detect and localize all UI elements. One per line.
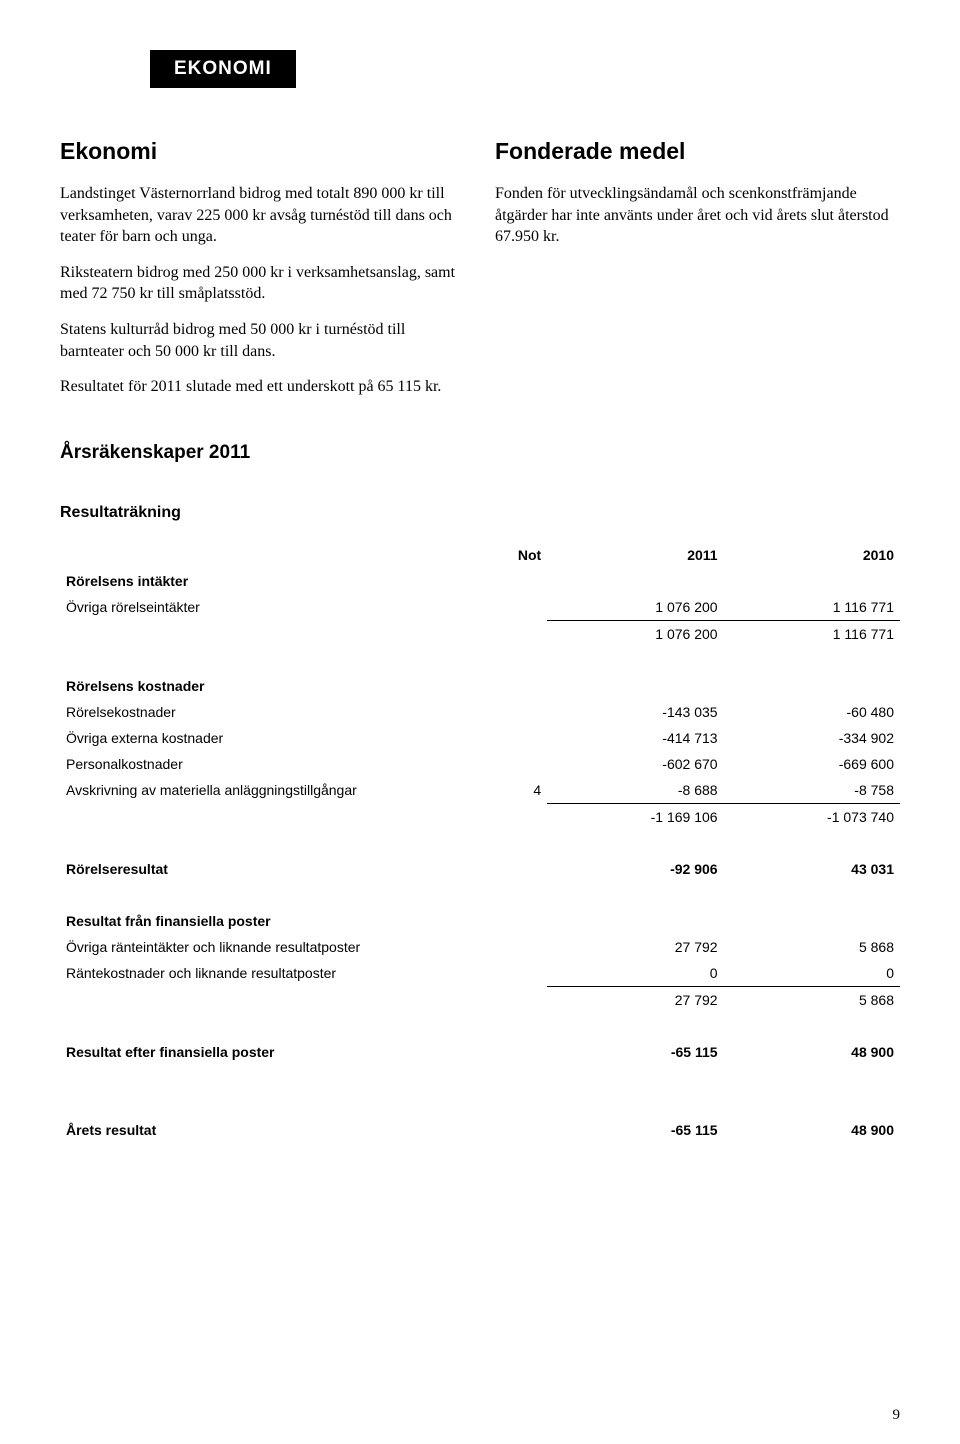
row-y1: -414 713 [547,725,723,751]
financial-header-row: Resultat från finansiella poster [60,908,900,934]
row-y1: -143 035 [547,699,723,725]
intro-right-column: Fonderade medel Fonden för utvecklingsän… [495,138,900,412]
row-y1: 1 076 200 [547,594,723,621]
intro-paragraph-2: Riksteatern bidrog med 250 000 kr i verk… [60,262,465,305]
row-y2: -60 480 [724,699,900,725]
row-y2: 48 900 [724,1039,900,1065]
row-y1: -92 906 [547,856,723,882]
sum-y2: -1 073 740 [724,803,900,830]
page-number: 9 [893,1407,901,1424]
intro-columns: Ekonomi Landstinget Västernorrland bidro… [60,138,900,412]
row-not: 4 [463,777,547,804]
table-row: Övriga ränteintäkter och liknande result… [60,934,900,960]
row-y2: 43 031 [724,856,900,882]
col-header-2011: 2011 [547,542,723,568]
intro-paragraph-3: Statens kulturråd bidrog med 50 000 kr i… [60,319,465,362]
ekonomi-heading: Ekonomi [60,138,465,165]
sum-y1: 1 076 200 [547,620,723,647]
accounts-heading: Årsräkenskaper 2011 [60,442,900,464]
row-y2: -8 758 [724,777,900,804]
revenues-sum-row: 1 076 200 1 116 771 [60,620,900,647]
row-label: Övriga rörelseintäkter [60,594,463,621]
row-y1: -65 115 [547,1039,723,1065]
row-label: Årets resultat [60,1117,463,1143]
row-label: Rörelseresultat [60,856,463,882]
year-result-row: Årets resultat -65 115 48 900 [60,1117,900,1143]
row-not [463,594,547,621]
sum-y2: 5 868 [724,986,900,1013]
col-header-empty [60,542,463,568]
row-label: Personalkostnader [60,751,463,777]
row-label: Övriga externa kostnader [60,725,463,751]
fonderade-paragraph: Fonden för utvecklingsändamål och scenko… [495,183,900,248]
sum-y2: 1 116 771 [724,620,900,647]
col-header-not: Not [463,542,547,568]
row-label: Räntekostnader och liknande resultatpost… [60,960,463,987]
table-header-row: Not 2011 2010 [60,542,900,568]
section-banner: EKONOMI [150,50,296,88]
sum-y1: -1 169 106 [547,803,723,830]
operating-result-row: Rörelseresultat -92 906 43 031 [60,856,900,882]
col-header-2010: 2010 [724,542,900,568]
row-not [463,725,547,751]
row-y1: -8 688 [547,777,723,804]
row-y2: 5 868 [724,934,900,960]
row-y2: -669 600 [724,751,900,777]
row-y1: 27 792 [547,934,723,960]
table-row: Övriga externa kostnader -414 713 -334 9… [60,725,900,751]
table-row: Övriga rörelseintäkter 1 076 200 1 116 7… [60,594,900,621]
after-financial-row: Resultat efter finansiella poster -65 11… [60,1039,900,1065]
row-label: Resultat efter finansiella poster [60,1039,463,1065]
row-label: Övriga ränteintäkter och liknande result… [60,934,463,960]
table-row: Avskrivning av materiella anläggningstil… [60,777,900,804]
row-y1: -65 115 [547,1117,723,1143]
sum-y1: 27 792 [547,986,723,1013]
row-y2: 1 116 771 [724,594,900,621]
table-row: Rörelsekostnader -143 035 -60 480 [60,699,900,725]
row-not [463,699,547,725]
intro-paragraph-1: Landstinget Västernorrland bidrog med to… [60,183,465,248]
costs-header-row: Rörelsens kostnader [60,673,900,699]
row-y1: 0 [547,960,723,987]
row-y2: 0 [724,960,900,987]
row-label: Avskrivning av materiella anläggningstil… [60,777,463,804]
row-y1: -602 670 [547,751,723,777]
fonderade-heading: Fonderade medel [495,138,900,165]
revenues-header: Rörelsens intäkter [60,568,900,594]
intro-paragraph-4: Resultatet för 2011 slutade med ett unde… [60,376,465,398]
revenues-header-row: Rörelsens intäkter [60,568,900,594]
financial-header: Resultat från finansiella poster [60,908,900,934]
income-statement-table: Not 2011 2010 Rörelsens intäkter Övriga … [60,542,900,1143]
row-not [463,751,547,777]
costs-header: Rörelsens kostnader [60,673,900,699]
table-row: Räntekostnader och liknande resultatpost… [60,960,900,987]
row-not [463,960,547,987]
financial-sum-row: 27 792 5 868 [60,986,900,1013]
row-not [463,934,547,960]
resultatrakning-heading: Resultaträkning [60,504,900,522]
costs-sum-row: -1 169 106 -1 073 740 [60,803,900,830]
table-row: Personalkostnader -602 670 -669 600 [60,751,900,777]
row-y2: 48 900 [724,1117,900,1143]
row-y2: -334 902 [724,725,900,751]
row-label: Rörelsekostnader [60,699,463,725]
intro-left-column: Ekonomi Landstinget Västernorrland bidro… [60,138,465,412]
